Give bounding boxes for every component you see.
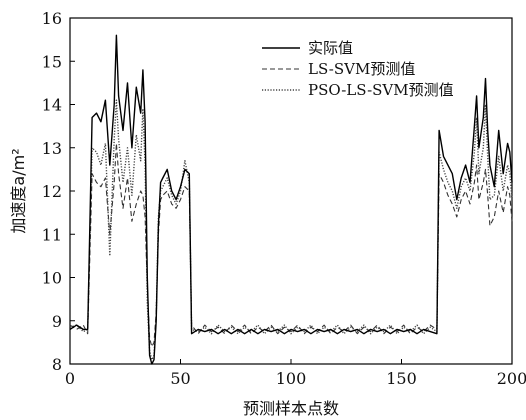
y-tick-label: 8 (52, 355, 62, 374)
x-tick-label: 150 (386, 369, 417, 388)
y-tick-label: 15 (42, 52, 62, 71)
series-line-3 (69, 99, 513, 361)
y-tick-label: 13 (42, 139, 62, 158)
x-tick-label: 100 (276, 369, 307, 388)
series-layer (69, 34, 513, 365)
plot-frame (69, 17, 513, 365)
y-axis-title: 加速度a/m² (9, 148, 28, 233)
legend-label-1: 实际值 (308, 39, 353, 57)
y-tick-label: 10 (42, 269, 62, 288)
x-tick-label: 200 (497, 369, 526, 388)
series-line-2 (69, 142, 513, 348)
legend-label-3: PSO-LS-SVM预测值 (308, 81, 454, 99)
x-axis-title: 预测样本点数 (243, 399, 339, 418)
ticks-layer: 0 50 100 150 200 8 9 10 11 12 13 14 15 16 (42, 9, 526, 388)
legend-label-2: LS-SVM预测值 (308, 60, 415, 78)
legend: 实际值 LS-SVM预测值 PSO-LS-SVM预测值 (262, 39, 454, 99)
series-line-1 (69, 34, 513, 365)
y-tick-label: 14 (42, 96, 62, 115)
y-tick-label: 11 (42, 225, 62, 244)
y-tick-label: 9 (52, 312, 62, 331)
y-tick-label: 16 (42, 9, 62, 28)
x-tick-label: 0 (65, 369, 75, 388)
y-tick-label: 12 (42, 182, 62, 201)
x-tick-label: 50 (170, 369, 190, 388)
